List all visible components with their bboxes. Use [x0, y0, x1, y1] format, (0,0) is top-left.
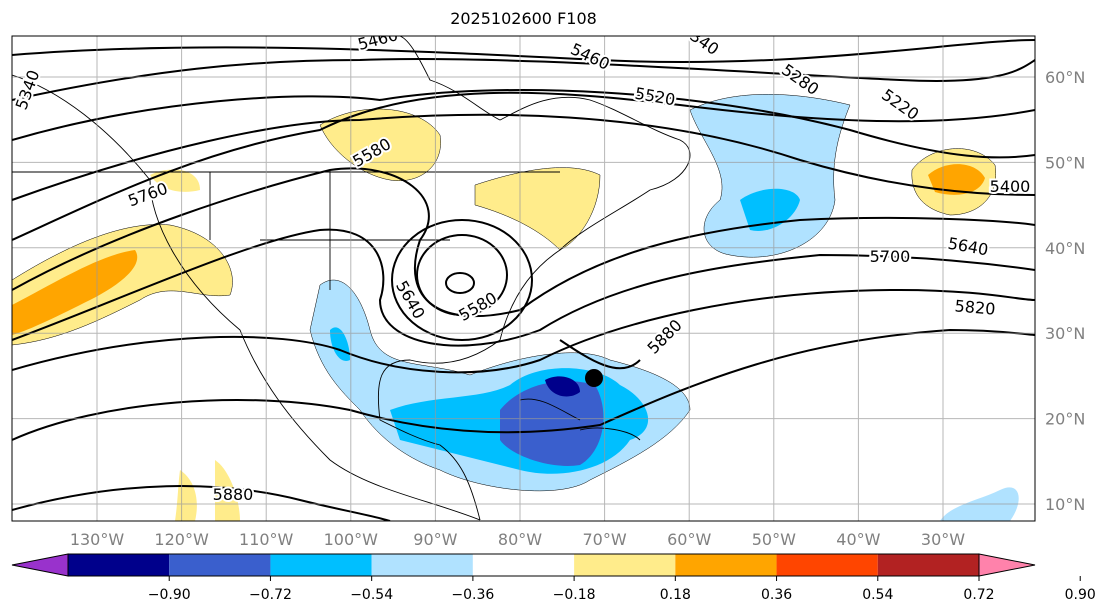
lon-label: 120°W [154, 530, 209, 549]
contour-label: 5820 [954, 296, 996, 318]
contour-label: 5700 [870, 247, 911, 266]
lat-label: 40°N [1045, 239, 1085, 258]
contour-label: 5880 [213, 485, 254, 504]
colorbar-tick-label: −0.90 [148, 587, 191, 603]
coastlines [12, 36, 691, 521]
lon-label: 40°W [836, 530, 880, 549]
contour-label: 5760 [125, 179, 170, 211]
colorbar-tick-label: −0.36 [451, 587, 494, 603]
lat-label: 60°N [1045, 68, 1085, 87]
lon-label: 80°W [498, 530, 542, 549]
colorbar-segment [68, 554, 170, 576]
colorbar-tick-label: −0.54 [350, 587, 393, 603]
lat-label: 10°N [1045, 495, 1085, 514]
colorbar-segment [472, 554, 575, 576]
contour-label: 5880 [644, 316, 686, 358]
map-title: 2025102600 F108 [450, 9, 597, 28]
colorbar-segment [169, 554, 271, 576]
axis-labels: 130°W 120°W 110°W 100°W 90°W 80°W 70°W 60°W 50°W… [70, 68, 1086, 549]
contour-label: 5340 [12, 67, 44, 112]
contour-label: 5640 [946, 234, 989, 260]
colorbar-tick-label: −0.72 [249, 587, 292, 603]
contour-label: 5400 [990, 177, 1031, 196]
storm-center-marker [585, 369, 603, 387]
colorbar-segment [675, 554, 777, 576]
gridlines [12, 36, 1035, 521]
colorbar-segment [877, 554, 979, 576]
colorbar-tick-label: 0.54 [862, 587, 893, 603]
colorbar: −0.90 −0.72 −0.54 −0.36 −0.18 0.18 0.36 0.54 0.7… [11, 553, 1096, 603]
colorbar-segment [371, 554, 473, 576]
height-contours [12, 39, 1035, 521]
colorbar-tick-label: 0.18 [660, 587, 691, 603]
colorbar-tick-label: 0.72 [963, 587, 994, 603]
contour-label: 5280 [778, 60, 822, 99]
lon-label: 90°W [413, 530, 457, 549]
colorbar-segment [270, 554, 372, 576]
contour-label: 5520 [633, 84, 676, 110]
colorbar-tick-label: 0.36 [761, 587, 792, 603]
lon-label: 100°W [324, 530, 379, 549]
lon-label: 130°W [70, 530, 125, 549]
colorbar-tick-label: 0.90 [1065, 587, 1096, 603]
colorbar-extend-low [11, 553, 69, 577]
colorbar-segment [574, 554, 676, 576]
colorbar-segment [776, 554, 878, 576]
lat-label: 50°N [1045, 153, 1085, 172]
contour-label: 5340 [678, 20, 722, 59]
lon-label: 110°W [239, 530, 294, 549]
map-frame [11, 35, 1036, 522]
lat-label: 30°N [1045, 324, 1085, 343]
anomaly-fills [12, 94, 1019, 521]
lat-label: 20°N [1045, 410, 1085, 429]
lon-label: 50°W [752, 530, 796, 549]
colorbar-tick-label: −0.18 [553, 587, 596, 603]
colorbar-extend-high [978, 553, 1036, 577]
contour-label: 5640 [392, 277, 429, 322]
contour-label: 5220 [878, 85, 922, 124]
contour-label: 5460 [568, 39, 613, 73]
lon-label: 60°W [667, 530, 711, 549]
lon-label: 70°W [583, 530, 627, 549]
lon-label: 30°W [921, 530, 965, 549]
